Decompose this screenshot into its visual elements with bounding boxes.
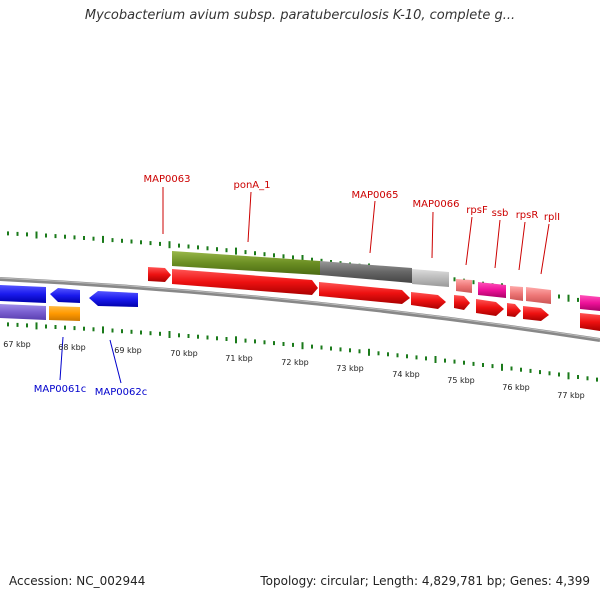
label-map0061c[interactable]: MAP0061c xyxy=(34,384,86,395)
label-ssb[interactable]: ssb xyxy=(492,208,509,219)
scale-label-67: 67 kbp xyxy=(3,340,31,349)
cds-map0063[interactable] xyxy=(148,267,171,282)
genome-backbone-highlight xyxy=(0,277,600,340)
gene-bar-map0065[interactable] xyxy=(320,261,412,283)
cds-rpsr[interactable] xyxy=(507,303,521,317)
map-title: Mycobacterium avium subsp. paratuberculo… xyxy=(84,8,516,23)
label-rpsr[interactable]: rpsR xyxy=(516,210,539,221)
gene-bar-rpli[interactable] xyxy=(526,287,551,304)
cds-pona1[interactable] xyxy=(172,269,318,295)
cds-reverse-1[interactable] xyxy=(0,285,46,303)
forward-strand xyxy=(148,251,600,331)
gene-bar-ssb[interactable] xyxy=(478,282,506,298)
scale-label-76: 76 kbp xyxy=(502,383,530,392)
label-map0062c[interactable]: MAP0062c xyxy=(95,387,147,398)
scale-label-75: 75 kbp xyxy=(447,376,475,385)
accession-text: Accession: NC_002944 xyxy=(9,574,146,588)
cds-map0065[interactable] xyxy=(319,282,410,304)
scale-label-68: 68 kbp xyxy=(58,343,86,352)
forward-labels: MAP0063 ponA_1 MAP0065 MAP0066 rpsF ssb … xyxy=(144,174,560,275)
scale-label-73: 73 kbp xyxy=(336,364,364,373)
cds-rpli[interactable] xyxy=(523,306,549,321)
scale-label-69: 69 kbp xyxy=(114,346,142,355)
label-map0065[interactable]: MAP0065 xyxy=(352,190,399,201)
genome-backbone xyxy=(0,277,600,342)
reverse-strand xyxy=(0,285,138,321)
reverse-labels: MAP0061c MAP0062c xyxy=(34,336,147,398)
scale-label-77: 77 kbp xyxy=(557,391,585,400)
cds-next[interactable] xyxy=(580,313,600,331)
gene-bar-pona1[interactable] xyxy=(172,251,320,275)
cds-map0066[interactable] xyxy=(411,292,446,309)
cds-ssb[interactable] xyxy=(476,299,504,316)
genome-summary-text: Topology: circular; Length: 4,829,781 bp… xyxy=(260,574,590,588)
cds-map0062c[interactable] xyxy=(89,291,138,307)
scale-label-71: 71 kbp xyxy=(225,354,253,363)
gc-ticks-bottom xyxy=(7,322,598,382)
gene-bar-rpsf[interactable] xyxy=(456,279,472,293)
scale-label-74: 74 kbp xyxy=(392,370,420,379)
gene-bar-rpsr[interactable] xyxy=(510,286,523,301)
gene-bar-reverse-1[interactable] xyxy=(0,304,46,320)
label-rpsf[interactable]: rpsF xyxy=(466,205,488,216)
scale-label-70: 70 kbp xyxy=(170,349,198,358)
label-map0066[interactable]: MAP0066 xyxy=(413,199,460,210)
label-map0063[interactable]: MAP0063 xyxy=(144,174,191,185)
scale-label-72: 72 kbp xyxy=(281,358,309,367)
cds-map0061c[interactable] xyxy=(50,288,80,303)
cds-rpsf[interactable] xyxy=(454,295,470,310)
label-pona1[interactable]: ponA_1 xyxy=(233,180,270,191)
gene-bar-next[interactable] xyxy=(580,295,600,311)
gene-bar-map0061c[interactable] xyxy=(49,306,80,321)
scale-labels: 67 kbp 68 kbp 69 kbp 70 kbp 71 kbp 72 kb… xyxy=(3,340,585,400)
gene-bar-map0066[interactable] xyxy=(412,269,449,287)
label-rpli[interactable]: rplI xyxy=(544,212,560,223)
